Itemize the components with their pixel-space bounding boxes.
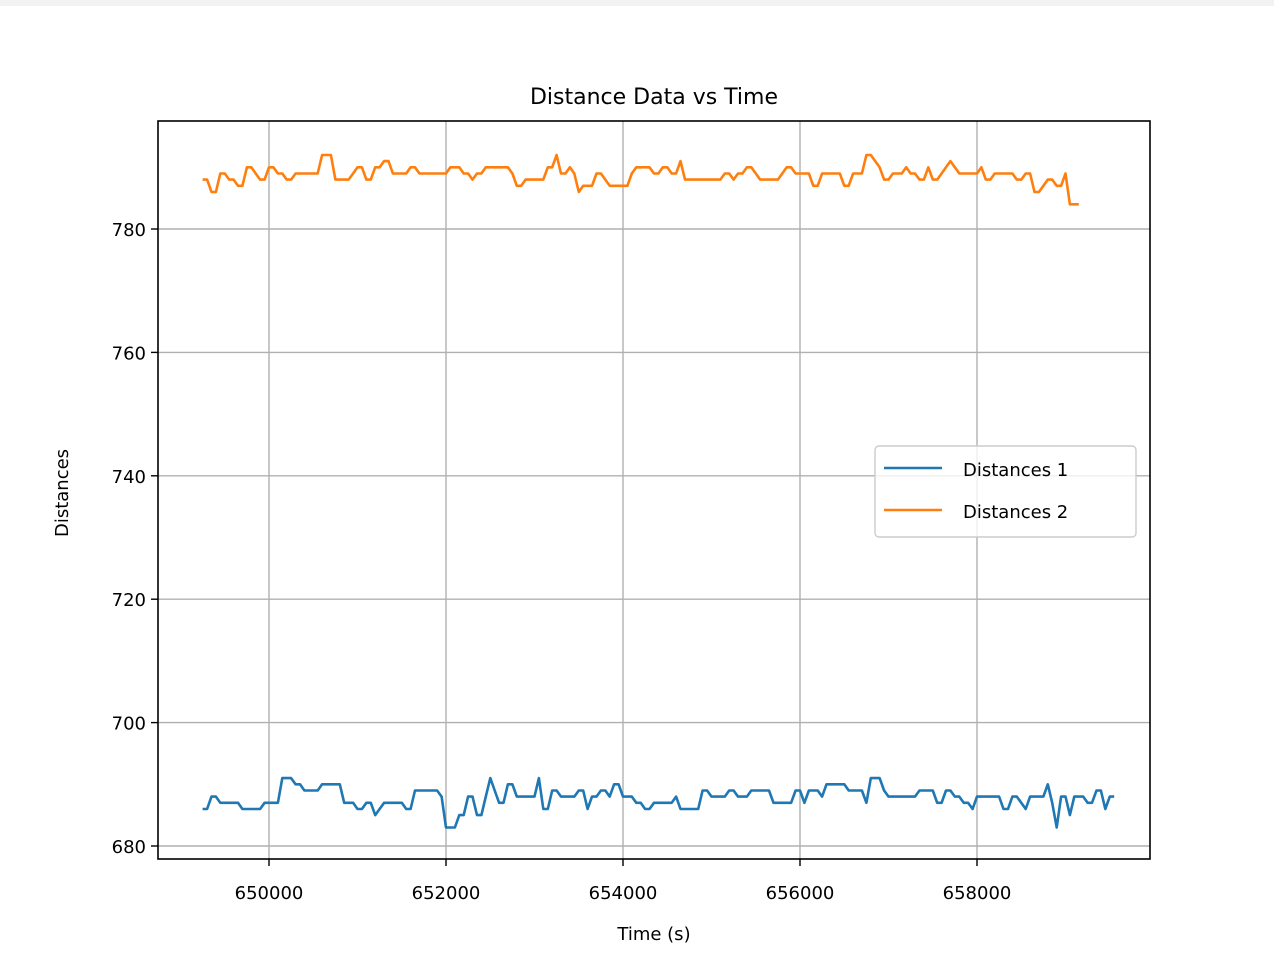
x-axis-ticks: 650000 652000 654000 656000 658000 [235,859,1012,904]
x-tick-label: 656000 [766,883,835,904]
x-tick-label: 658000 [943,883,1012,904]
y-tick-label: 720 [112,590,146,611]
grid-lines [158,121,1150,859]
legend-label-distances-1: Distances 1 [963,460,1068,481]
y-tick-label: 760 [112,343,146,364]
legend-label-distances-2: Distances 2 [963,502,1068,523]
series-line-1 [202,776,1115,829]
x-tick-label: 654000 [589,883,658,904]
window-top-strip [0,0,1274,6]
x-axis-label: Time (s) [616,924,690,945]
plot-frame [157,120,1151,860]
x-tick-label: 652000 [412,883,481,904]
y-tick-label: 680 [112,837,146,858]
y-axis-label: Distances [52,449,73,537]
x-tick-label: 650000 [235,883,304,904]
series-lines [202,153,1115,829]
y-axis-ticks: 680 700 720 740 760 780 [112,220,158,858]
chart-title: Distance Data vs Time [530,85,778,110]
y-tick-label: 700 [112,714,146,735]
series-line-2 [202,153,1079,206]
legend: Distances 1 Distances 2 [874,445,1137,538]
y-tick-label: 780 [112,220,146,241]
y-tick-label: 740 [112,467,146,488]
